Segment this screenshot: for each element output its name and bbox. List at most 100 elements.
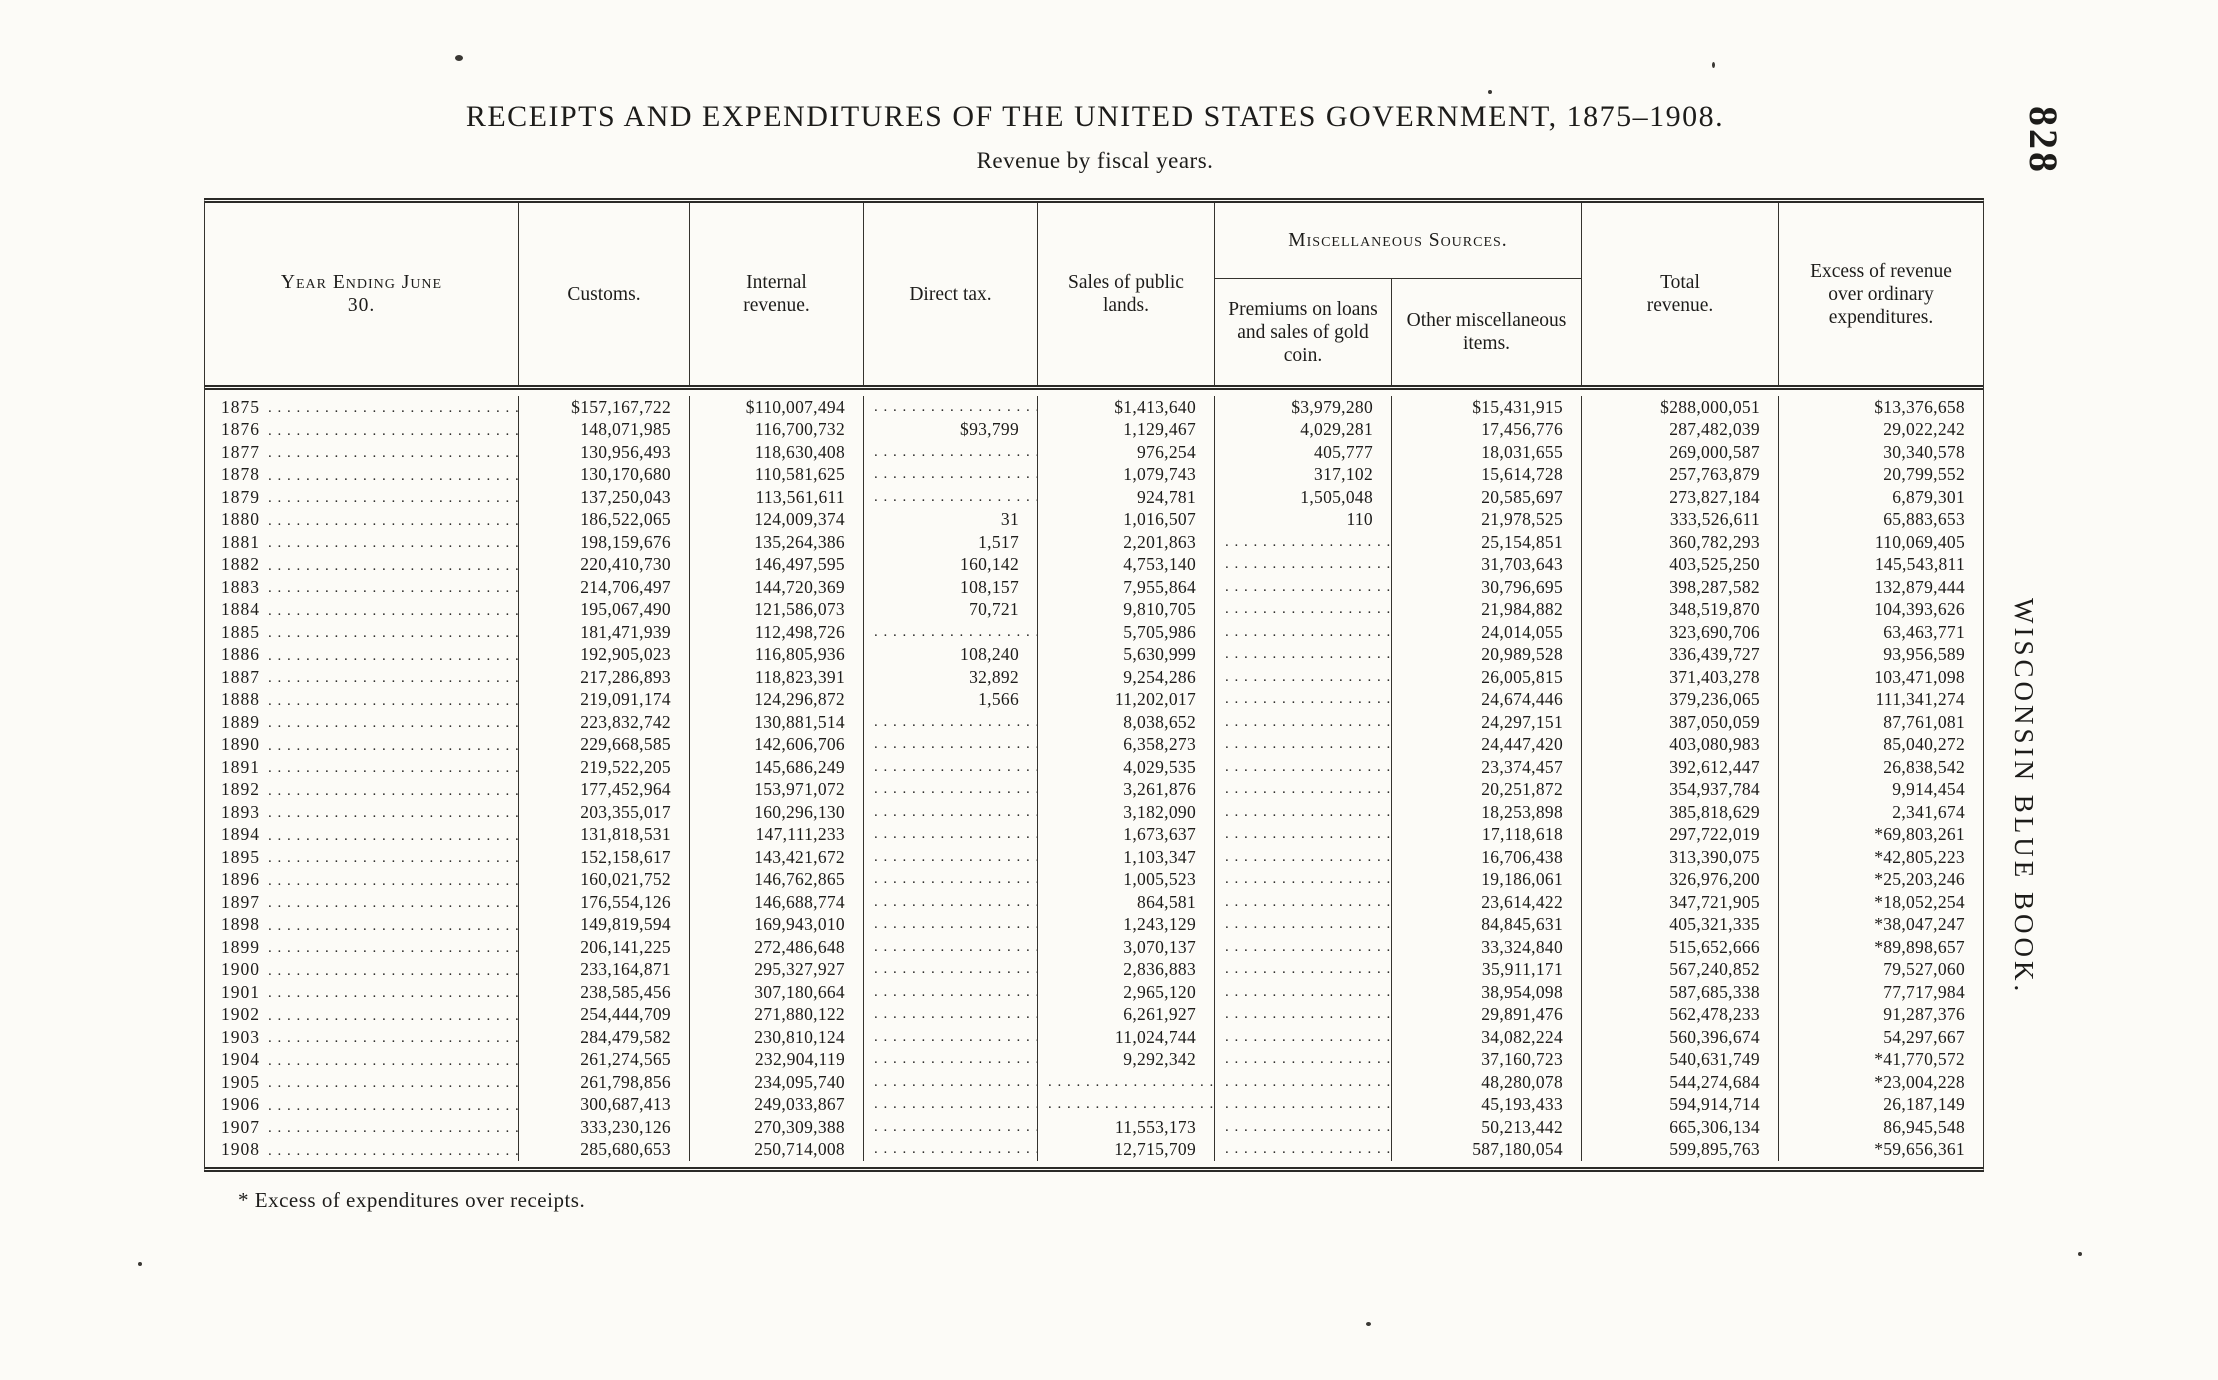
dot-leader (268, 533, 518, 551)
year-cell: 1889 (205, 711, 518, 734)
value-cell: 8,038,652 (1037, 711, 1214, 734)
empty-cell (863, 778, 1037, 801)
empty-cell (863, 868, 1037, 891)
value-cell: 1,103,347 (1037, 846, 1214, 869)
value-cell: 86,945,548 (1778, 1116, 1983, 1139)
value-cell: 153,971,072 (689, 778, 863, 801)
value-cell: 146,497,595 (689, 553, 863, 576)
value-cell: 177,452,964 (518, 778, 689, 801)
year-cell: 1891 (205, 756, 518, 779)
value-cell: *18,052,254 (1778, 891, 1983, 914)
value-cell: 176,554,126 (518, 891, 689, 914)
empty-cell (863, 486, 1037, 509)
value-cell: 29,022,242 (1778, 418, 1983, 441)
empty-cell (1214, 1003, 1391, 1026)
value-cell: 233,164,871 (518, 958, 689, 981)
value-cell: $1,413,640 (1037, 396, 1214, 419)
empty-cell (863, 621, 1037, 644)
year-label: 1904 (221, 1049, 260, 1069)
empty-cell (863, 1116, 1037, 1139)
year-label: 1895 (221, 846, 260, 867)
value-cell: 111,341,274 (1778, 688, 1983, 711)
value-cell: *23,004,228 (1778, 1071, 1983, 1094)
value-cell: 2,201,863 (1037, 531, 1214, 554)
value-cell: 84,845,631 (1391, 913, 1581, 936)
year-label: 1899 (221, 936, 260, 957)
empty-cell (863, 801, 1037, 824)
value-cell: 371,403,278 (1581, 666, 1778, 689)
value-cell: 121,586,073 (689, 598, 863, 621)
year-cell: 1907 (205, 1116, 518, 1139)
year-label: 1886 (221, 644, 260, 664)
header-direct-tax: Direct tax. (863, 203, 1037, 385)
year-label: 1898 (221, 914, 260, 934)
value-cell: 234,095,740 (689, 1071, 863, 1094)
header-miscellaneous-sources: Miscellaneous Sources. (1214, 203, 1581, 279)
value-cell: 360,782,293 (1581, 531, 1778, 554)
value-cell: 4,029,281 (1214, 418, 1391, 441)
value-cell: 403,080,983 (1581, 733, 1778, 756)
value-cell: 924,781 (1037, 486, 1214, 509)
header-customs: Customs. (518, 203, 689, 385)
dot-leader (268, 646, 518, 664)
dot-leader (268, 1051, 518, 1069)
year-cell: 1882 (205, 554, 518, 577)
empty-cell (863, 1093, 1037, 1116)
empty-cell (1037, 1071, 1214, 1094)
value-cell: $15,431,915 (1391, 396, 1581, 419)
year-label: 1887 (221, 666, 260, 687)
table-body: 1875 $157,167,722$110,007,494 $1,413,640$3… (205, 390, 1983, 1167)
scan-speckle (2078, 1252, 2082, 1256)
value-cell: 148,071,985 (518, 418, 689, 441)
value-cell: 273,827,184 (1581, 486, 1778, 509)
dot-leader (268, 691, 518, 709)
value-cell: 118,630,408 (689, 441, 863, 464)
empty-cell (1214, 756, 1391, 779)
table-row: 1883 214,706,497144,720,369108,1577,955,8… (205, 576, 1983, 599)
year-label: 1901 (221, 981, 260, 1002)
value-cell: 21,984,882 (1391, 598, 1581, 621)
value-cell: 45,193,433 (1391, 1093, 1581, 1116)
value-cell: 238,585,456 (518, 981, 689, 1004)
value-cell: 272,486,648 (689, 936, 863, 959)
value-cell: 118,823,391 (689, 666, 863, 689)
value-cell: 103,471,098 (1778, 666, 1983, 689)
value-cell: 26,187,149 (1778, 1093, 1983, 1116)
value-cell: 1,079,743 (1037, 463, 1214, 486)
value-cell: 271,880,122 (689, 1003, 863, 1026)
value-cell: 1,005,523 (1037, 868, 1214, 891)
value-cell: 70,721 (863, 598, 1037, 621)
empty-cell (863, 441, 1037, 464)
value-cell: 37,160,723 (1391, 1048, 1581, 1071)
year-cell: 1904 (205, 1049, 518, 1072)
value-cell: 130,170,680 (518, 463, 689, 486)
value-cell: 29,891,476 (1391, 1003, 1581, 1026)
dot-leader (268, 848, 518, 866)
dot-leader (268, 1028, 518, 1046)
dot-leader (268, 1096, 518, 1114)
year-cell: 1885 (205, 621, 518, 644)
year-label: 1885 (221, 621, 260, 642)
value-cell: 567,240,852 (1581, 958, 1778, 981)
year-label: 1889 (221, 711, 260, 732)
value-cell: 515,652,666 (1581, 936, 1778, 959)
value-cell: 4,029,535 (1037, 756, 1214, 779)
scan-speckle (138, 1262, 142, 1266)
value-cell: 220,410,730 (518, 553, 689, 576)
year-cell: 1880 (205, 509, 518, 532)
year-label: 1892 (221, 779, 260, 799)
value-cell: 270,309,388 (689, 1116, 863, 1139)
book-side-title: WISCONSIN BLUE BOOK. (2009, 598, 2039, 996)
empty-cell (863, 1138, 1037, 1161)
value-cell: 219,522,205 (518, 756, 689, 779)
scan-speckle (1366, 1322, 1371, 1326)
year-label: 1908 (221, 1139, 260, 1159)
year-label: 1896 (221, 869, 260, 889)
year-label: 1878 (221, 464, 260, 484)
header-sales-public-lands: Sales of public lands. (1037, 203, 1214, 385)
